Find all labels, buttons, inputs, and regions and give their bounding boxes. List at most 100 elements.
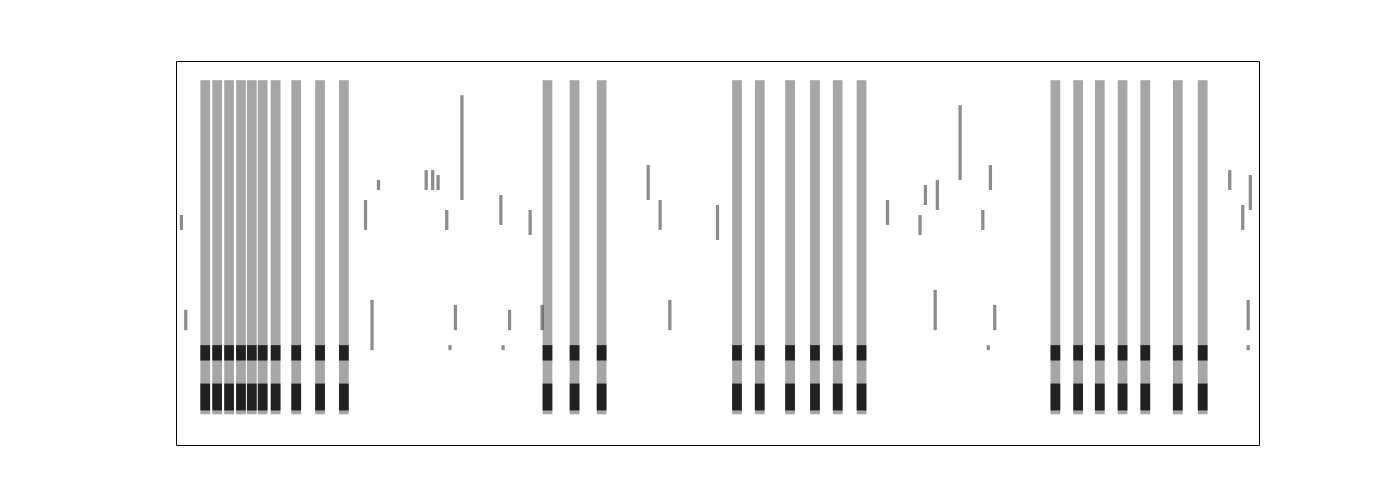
spectral-segment	[755, 384, 765, 411]
spectral-segment	[833, 384, 843, 411]
spectral-segment	[1173, 384, 1183, 411]
spectral-segment	[315, 80, 325, 414]
spectral-segment	[1118, 345, 1128, 360]
spectral-segment	[543, 80, 553, 414]
y-axis	[176, 62, 177, 446]
spectral-segment	[755, 80, 765, 414]
spectral-segment	[1140, 345, 1150, 360]
spectral-segment	[377, 180, 380, 190]
spectral-segment	[597, 80, 607, 414]
spectral-segment	[570, 345, 580, 360]
spectral-segment	[543, 384, 553, 411]
spectral-segment	[1198, 345, 1208, 360]
spectral-segment	[1247, 345, 1250, 350]
x-axis-top-line	[177, 61, 1260, 62]
spectral-segment	[499, 195, 502, 225]
spectral-segment	[1095, 345, 1105, 360]
spectral-segment	[224, 345, 234, 360]
spectral-segment	[425, 170, 428, 190]
spectral-segment	[339, 345, 349, 360]
spectral-segment	[1198, 80, 1208, 414]
spectral-segment	[647, 165, 650, 200]
spectral-segment	[247, 80, 257, 414]
x-axis-top	[177, 61, 1260, 62]
spectral-segment	[200, 384, 210, 411]
spectral-segment	[1140, 80, 1150, 414]
spectral-segment	[436, 175, 439, 190]
spectral-segment	[924, 185, 927, 205]
spectral-segment	[833, 80, 843, 414]
spectral-segment	[258, 345, 268, 360]
spectral-segment	[989, 165, 992, 190]
y-axis-line	[176, 62, 177, 446]
spectral-segment	[445, 210, 448, 230]
spectral-segment	[987, 345, 990, 350]
spectral-segment	[271, 345, 281, 360]
spectral-segment	[212, 345, 222, 360]
spectral-segment	[247, 384, 257, 411]
spectral-segment	[448, 345, 451, 350]
spectral-segment	[785, 384, 795, 411]
spectral-segment	[291, 80, 301, 414]
spectral-segment	[981, 210, 984, 230]
spectral-segment	[785, 80, 795, 414]
marks	[180, 80, 1252, 414]
spectral-segment	[236, 384, 246, 411]
spectral-segment	[810, 345, 820, 360]
spectral-segment	[1051, 384, 1061, 411]
spectral-segment	[934, 290, 937, 330]
spectral-segment	[1241, 205, 1244, 230]
spectral-segment	[597, 384, 607, 411]
x-axis	[177, 445, 1260, 446]
spectral-segment	[886, 200, 889, 225]
spectral-segment	[200, 80, 210, 414]
spectral-segment	[755, 345, 765, 360]
spectral-segment	[1247, 300, 1250, 330]
spectral-segment	[570, 80, 580, 414]
spectral-segment	[315, 384, 325, 411]
plot-area	[177, 62, 1260, 446]
spectral-segment	[810, 80, 820, 414]
spectral-segment	[339, 80, 349, 414]
spectral-segment	[271, 80, 281, 414]
spectral-segment	[658, 200, 661, 230]
spectral-segment	[1173, 345, 1183, 360]
spectral-segment	[1095, 80, 1105, 414]
spectral-segment	[529, 210, 532, 235]
spectral-segment	[1095, 384, 1105, 411]
spectral-segment	[258, 80, 268, 414]
spectral-segment	[364, 200, 367, 230]
spectral-segment	[918, 215, 921, 235]
spectral-segment	[1140, 384, 1150, 411]
spectral-segment	[570, 384, 580, 411]
spectral-segment	[993, 305, 996, 330]
spectral-segment	[224, 80, 234, 414]
spectral-segment	[224, 384, 234, 411]
spectral-segment	[258, 384, 268, 411]
spectral-segment	[236, 80, 246, 414]
chart	[0, 0, 1400, 500]
spectral-segment	[936, 180, 939, 210]
spectral-segment	[785, 345, 795, 360]
spectral-segment	[857, 80, 867, 414]
spectral-segment	[501, 345, 504, 350]
y-axis-right-line	[1259, 62, 1260, 446]
spectral-segment	[1051, 80, 1061, 414]
y-axis-right	[1259, 62, 1260, 446]
spectral-segment	[810, 384, 820, 411]
spectral-segment	[597, 345, 607, 360]
spectral-segment	[1118, 384, 1128, 411]
spectral-segment	[958, 105, 961, 180]
spectral-segment	[431, 170, 434, 190]
spectral-segment	[291, 345, 301, 360]
spectral-segment	[543, 345, 553, 360]
spectral-segment	[184, 310, 187, 330]
spectral-segment	[1073, 345, 1083, 360]
spectral-segment	[857, 345, 867, 360]
spectral-segment	[857, 384, 867, 411]
spectral-segment	[1073, 384, 1083, 411]
spectral-segment	[1073, 80, 1083, 414]
spectral-segment	[732, 384, 742, 411]
spectral-segment	[833, 345, 843, 360]
spectral-segment	[370, 300, 373, 350]
